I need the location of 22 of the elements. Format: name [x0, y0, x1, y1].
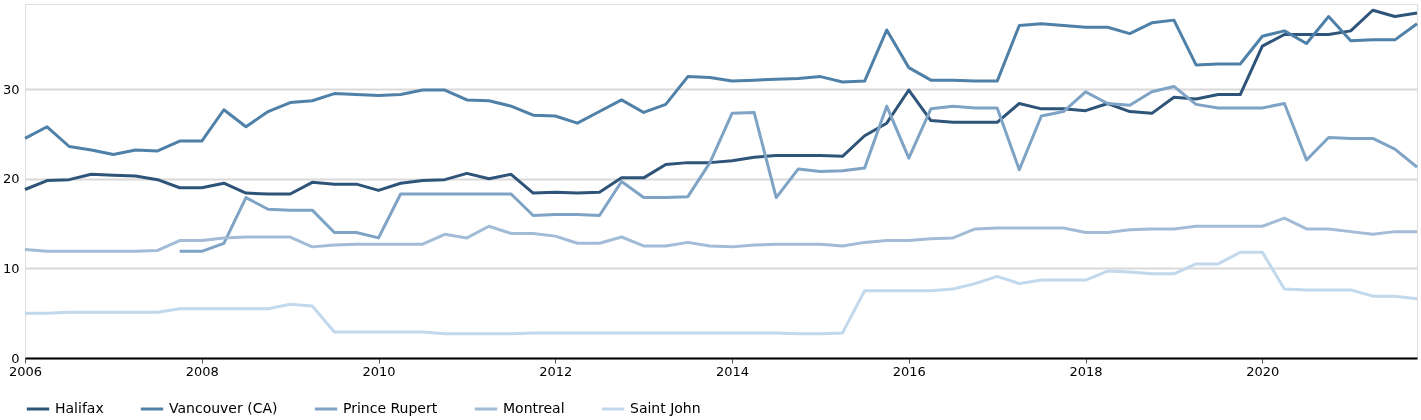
x-tick-label: 2020: [1246, 363, 1280, 379]
legend-label: Saint John: [630, 400, 701, 416]
legend-label: Montreal: [503, 400, 565, 416]
x-tick-label: 2010: [362, 363, 396, 379]
line-series: [23, 8, 1419, 196]
y-tick-label: 10: [2, 260, 20, 276]
y-tick-label: 30: [2, 81, 20, 97]
x-tick-label: 2018: [1069, 363, 1103, 379]
line-series: [23, 250, 1419, 336]
x-tick-label: 2006: [8, 363, 43, 379]
x-tick-label: 2008: [185, 363, 219, 379]
legend-label: Halifax: [55, 400, 104, 416]
x-tick-label: 2014: [716, 363, 750, 379]
legend-label: Prince Rupert: [343, 400, 438, 416]
line-series: [178, 84, 1419, 253]
legend-label: Vancouver (CA): [169, 400, 278, 416]
line-series: [23, 216, 1419, 253]
y-tick-label: 20: [2, 171, 20, 187]
x-tick-label: 2012: [539, 363, 573, 379]
y-tick-label: 0: [11, 350, 20, 366]
line-series: [23, 15, 1419, 157]
x-tick-label: 2016: [892, 363, 926, 379]
